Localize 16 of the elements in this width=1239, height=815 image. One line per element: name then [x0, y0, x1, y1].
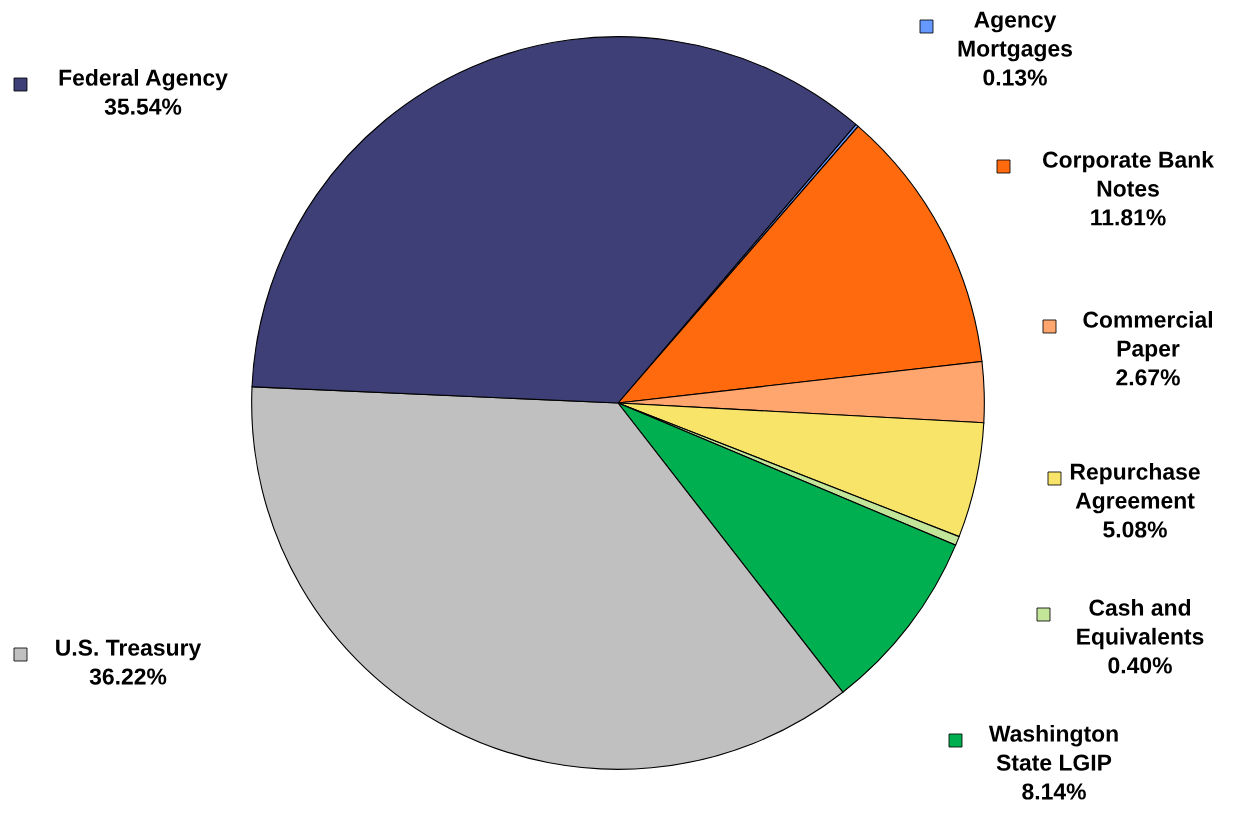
data-label: 35.54%	[104, 98, 182, 115]
data-label: 2.67%	[1116, 369, 1180, 386]
data-label: 0.40%	[1108, 657, 1172, 674]
data-label: 11.81%	[1091, 209, 1166, 226]
legend-label: Commercial Paper	[1083, 311, 1212, 362]
data-label: 5.08%	[1103, 521, 1167, 538]
legend-label: Cash and Equivalents	[1077, 599, 1204, 650]
legend-label: Agency Mortgages	[958, 11, 1072, 62]
legend-label: Repurchase Agreement	[1070, 463, 1200, 514]
data-label: 0.13%	[983, 69, 1047, 86]
data-label: 36.22%	[89, 668, 167, 685]
legend-label: Washington State LGIP	[988, 725, 1118, 771]
legend-label: Corporate Bank Notes	[1042, 151, 1214, 197]
legend-label: Federal Agency	[59, 69, 228, 91]
legend-label: U.S. Treasury	[56, 639, 202, 661]
data-label: 8.14%	[1022, 783, 1086, 800]
